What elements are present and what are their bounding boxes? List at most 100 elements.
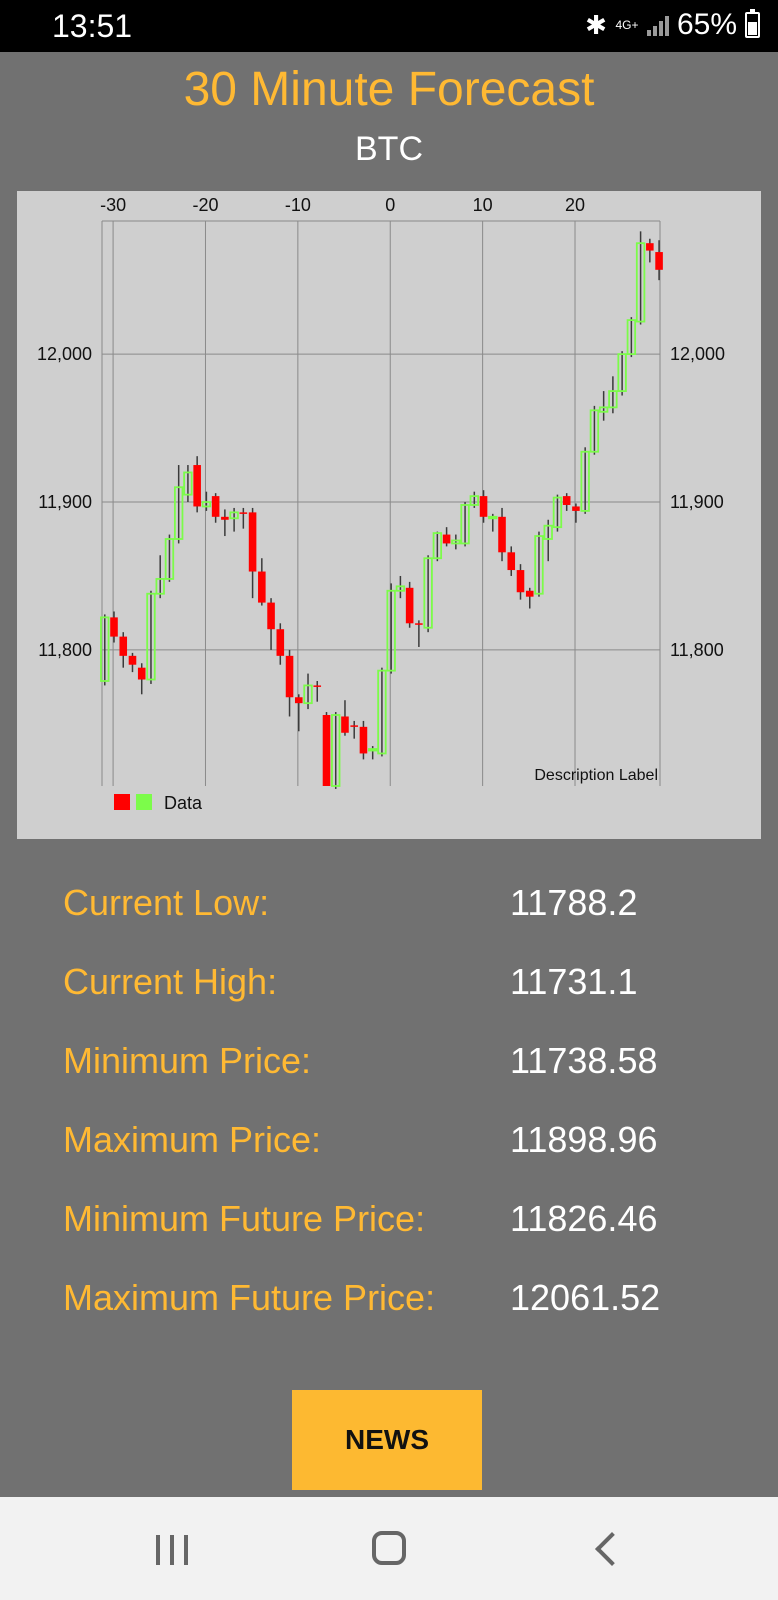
candle-body-up xyxy=(451,539,461,545)
candle-body-down xyxy=(479,496,488,517)
candlestick-chart[interactable]: -30 -20 -10 0 10 20 11,800 11,800 11,900 11,900 12… xyxy=(17,191,761,839)
stat-value: 11788.2 xyxy=(510,882,638,923)
chart-canvas: -30 -20 -10 0 10 20 11,800 11,800 11,900 11,900 12… xyxy=(37,195,725,813)
bluetooth-icon: ✱ xyxy=(585,9,607,40)
candle-body-down xyxy=(258,571,266,603)
stat-row-current-low: Current Low: 11788.2 xyxy=(63,882,743,961)
candle-body-up xyxy=(617,353,627,392)
candle-body-up xyxy=(377,669,387,755)
candle-body-down xyxy=(276,629,285,656)
status-bar: 13:51 ✱ 4G+ 65% xyxy=(0,0,778,52)
news-button[interactable]: NEWS xyxy=(292,1390,482,1490)
candle-body-up xyxy=(164,538,175,580)
y-tick-label-right: 12,000 xyxy=(670,344,725,364)
candle-body-down xyxy=(137,667,146,680)
stat-label: Minimum Price: xyxy=(63,1040,312,1081)
legend-swatch-decreasing xyxy=(114,794,130,810)
chart-description-label: Description Label xyxy=(534,767,658,784)
candle-body-up xyxy=(229,511,239,520)
candle-body-down xyxy=(128,655,137,665)
candle-body-down xyxy=(211,496,220,517)
candle-body-down xyxy=(341,716,349,733)
navigation-bar xyxy=(0,1497,778,1600)
candle-body-down xyxy=(646,243,654,251)
candle-body-up xyxy=(201,501,212,508)
candle-body-up xyxy=(146,592,156,681)
home-icon[interactable] xyxy=(372,1531,406,1565)
legend-label: Data xyxy=(164,793,203,813)
stat-value: 11898.96 xyxy=(510,1119,658,1160)
candle-body-up xyxy=(395,585,406,592)
status-icons: ✱ 4G+ 65% xyxy=(585,8,760,42)
y-tick-label-left: 11,900 xyxy=(38,492,92,512)
battery-icon xyxy=(745,9,760,38)
stat-label: Minimum Future Price: xyxy=(63,1198,426,1239)
candle-body-up xyxy=(303,684,313,705)
recents-icon[interactable] xyxy=(156,1535,188,1565)
candle-body-up xyxy=(100,616,110,682)
candle-body-down xyxy=(572,506,580,511)
candle-body-down xyxy=(294,697,303,704)
candle-body-up xyxy=(534,535,544,595)
status-time: 13:51 xyxy=(52,8,133,44)
candle-body-down xyxy=(267,602,275,630)
candle-body-down xyxy=(525,590,534,597)
candle-body-down xyxy=(110,617,118,637)
stat-value: 11731.1 xyxy=(510,961,638,1002)
candle-body-down xyxy=(359,726,368,754)
candle-body-down xyxy=(248,512,257,572)
stat-row-minimum-price: Minimum Price: 11738.58 xyxy=(63,1040,743,1119)
page-title: 30 Minute Forecast xyxy=(183,63,595,116)
candle-body-down xyxy=(507,552,516,571)
page-subtitle: BTC xyxy=(355,130,423,168)
candle-body-down xyxy=(516,570,525,593)
candle-body-down xyxy=(221,516,229,520)
signal-icon xyxy=(646,14,669,36)
candle-body-down xyxy=(498,516,506,553)
candle-body-up xyxy=(183,471,193,496)
stat-row-maximum-future-price: Maximum Future Price: 12061.52 xyxy=(63,1277,743,1356)
candle-body-up xyxy=(580,450,590,512)
x-tick-label: -20 xyxy=(192,195,218,215)
candle-body-down xyxy=(562,496,571,505)
stat-value: 11738.58 xyxy=(510,1040,658,1081)
candle-body-up xyxy=(367,748,378,752)
candle-body-up xyxy=(460,504,470,545)
candle-body-up xyxy=(173,486,184,540)
candle-body-up xyxy=(469,495,479,506)
back-icon[interactable] xyxy=(595,1532,629,1566)
candle-body-down xyxy=(313,685,322,687)
stat-label: Current Low: xyxy=(63,882,270,923)
candle-body-down xyxy=(405,587,414,624)
stat-row-minimum-future-price: Minimum Future Price: 11826.46 xyxy=(63,1198,743,1277)
candle-body-up xyxy=(608,390,618,409)
candle-body-down xyxy=(415,623,423,625)
x-tick-label: 20 xyxy=(565,195,585,215)
candle-body-up xyxy=(589,409,600,453)
candle-body-down xyxy=(285,655,294,698)
y-tick-label-right: 11,900 xyxy=(670,492,724,512)
x-tick-label: -30 xyxy=(100,195,126,215)
candle-body-up xyxy=(423,557,433,629)
candle-body-up xyxy=(543,524,553,540)
candle-body-up xyxy=(488,515,498,520)
candle-body-down xyxy=(350,725,358,727)
battery-percent: 65% xyxy=(676,8,737,41)
y-tick-label-left: 12,000 xyxy=(37,344,92,364)
stat-label: Maximum Price: xyxy=(63,1119,322,1160)
candle-body-down xyxy=(193,465,201,507)
x-tick-label: -10 xyxy=(285,195,311,215)
x-tick-label: 10 xyxy=(473,195,493,215)
stats-list: Current Low: 11788.2 Current High: 11731… xyxy=(63,882,743,1356)
stat-label: Maximum Future Price: xyxy=(63,1277,436,1318)
y-tick-label-left: 11,800 xyxy=(38,640,92,660)
candle-body-up xyxy=(386,589,396,672)
stat-row-current-high: Current High: 11731.1 xyxy=(63,961,743,1040)
candle-body-down xyxy=(239,512,248,514)
stat-label: Current High: xyxy=(63,961,278,1002)
candle-body-down xyxy=(655,252,663,270)
candle-body-up xyxy=(626,319,637,356)
candle-body-up xyxy=(331,714,341,787)
candle-body-up xyxy=(635,242,646,323)
candle-body-up xyxy=(552,496,563,529)
